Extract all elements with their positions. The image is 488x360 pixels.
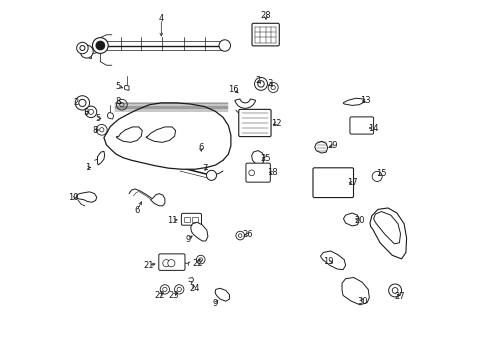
Circle shape <box>238 234 242 237</box>
Text: 6: 6 <box>198 143 203 152</box>
Text: 5: 5 <box>95 114 101 123</box>
FancyBboxPatch shape <box>184 217 190 222</box>
Circle shape <box>391 288 397 293</box>
Circle shape <box>79 99 86 107</box>
Circle shape <box>163 260 169 267</box>
Polygon shape <box>107 113 113 119</box>
FancyBboxPatch shape <box>159 254 184 270</box>
Wedge shape <box>234 99 255 108</box>
Text: 20: 20 <box>354 216 365 225</box>
Text: 13: 13 <box>360 96 370 105</box>
Text: 5: 5 <box>115 82 121 91</box>
Circle shape <box>267 82 278 93</box>
Polygon shape <box>77 192 97 202</box>
Text: 30: 30 <box>357 297 367 306</box>
Circle shape <box>248 170 254 176</box>
Text: 6: 6 <box>134 206 139 215</box>
Polygon shape <box>97 151 104 165</box>
Circle shape <box>257 81 264 87</box>
Circle shape <box>206 170 216 180</box>
Text: 16: 16 <box>228 85 239 94</box>
Polygon shape <box>150 194 164 206</box>
Text: 24: 24 <box>189 284 199 293</box>
Circle shape <box>235 231 244 240</box>
Polygon shape <box>145 127 175 142</box>
Text: 21: 21 <box>143 261 153 270</box>
Circle shape <box>388 284 401 297</box>
Polygon shape <box>251 150 264 165</box>
Circle shape <box>254 77 267 90</box>
Polygon shape <box>124 85 129 90</box>
Polygon shape <box>104 103 230 169</box>
Text: 18: 18 <box>266 168 277 177</box>
Text: 22: 22 <box>191 259 202 268</box>
FancyBboxPatch shape <box>312 168 353 198</box>
Text: 12: 12 <box>270 119 281 128</box>
FancyBboxPatch shape <box>192 217 198 222</box>
Circle shape <box>88 109 93 114</box>
Circle shape <box>85 106 97 118</box>
Text: 1: 1 <box>84 163 90 172</box>
Circle shape <box>163 287 167 292</box>
Polygon shape <box>369 208 406 259</box>
Circle shape <box>80 45 93 58</box>
Circle shape <box>75 96 89 110</box>
Circle shape <box>96 41 104 50</box>
Text: 7: 7 <box>202 164 207 173</box>
Text: 23: 23 <box>168 291 179 300</box>
Text: 22: 22 <box>154 291 164 300</box>
Text: 26: 26 <box>242 230 253 239</box>
FancyBboxPatch shape <box>181 213 201 225</box>
Text: 8: 8 <box>115 97 121 106</box>
Circle shape <box>196 255 204 264</box>
Circle shape <box>371 171 382 181</box>
Text: 11: 11 <box>167 216 178 225</box>
Circle shape <box>92 38 108 53</box>
Circle shape <box>199 258 202 261</box>
Circle shape <box>100 128 104 132</box>
Polygon shape <box>116 127 142 142</box>
Circle shape <box>116 99 127 110</box>
Polygon shape <box>373 212 400 244</box>
Text: 3: 3 <box>83 108 88 117</box>
Circle shape <box>270 85 275 90</box>
Circle shape <box>174 285 183 294</box>
Text: 15: 15 <box>375 169 386 178</box>
Text: 28: 28 <box>260 11 271 20</box>
Circle shape <box>167 260 175 267</box>
Text: 17: 17 <box>347 178 357 187</box>
Polygon shape <box>320 251 345 270</box>
FancyBboxPatch shape <box>349 117 373 134</box>
Text: 29: 29 <box>326 141 337 150</box>
Polygon shape <box>314 141 327 153</box>
Circle shape <box>177 287 181 292</box>
Text: 2: 2 <box>255 76 260 85</box>
Circle shape <box>160 285 169 294</box>
Circle shape <box>80 45 85 50</box>
Polygon shape <box>215 288 229 301</box>
Text: 8: 8 <box>92 126 97 135</box>
Circle shape <box>96 125 107 135</box>
Text: 10: 10 <box>68 193 78 202</box>
Text: 9: 9 <box>212 299 217 308</box>
Circle shape <box>219 40 230 51</box>
Text: 14: 14 <box>367 123 377 132</box>
Text: 2: 2 <box>73 98 79 107</box>
Polygon shape <box>190 222 207 241</box>
Circle shape <box>77 42 88 54</box>
Text: 4: 4 <box>158 14 163 23</box>
Text: 19: 19 <box>323 257 333 266</box>
Circle shape <box>120 103 124 107</box>
Text: 25: 25 <box>260 154 271 163</box>
Text: 27: 27 <box>393 292 404 301</box>
Text: 9: 9 <box>185 235 190 244</box>
FancyBboxPatch shape <box>238 109 270 136</box>
Text: 3: 3 <box>267 80 272 89</box>
Polygon shape <box>341 278 368 305</box>
Polygon shape <box>343 213 359 226</box>
Polygon shape <box>343 98 364 105</box>
FancyBboxPatch shape <box>245 163 270 182</box>
FancyBboxPatch shape <box>251 23 279 46</box>
